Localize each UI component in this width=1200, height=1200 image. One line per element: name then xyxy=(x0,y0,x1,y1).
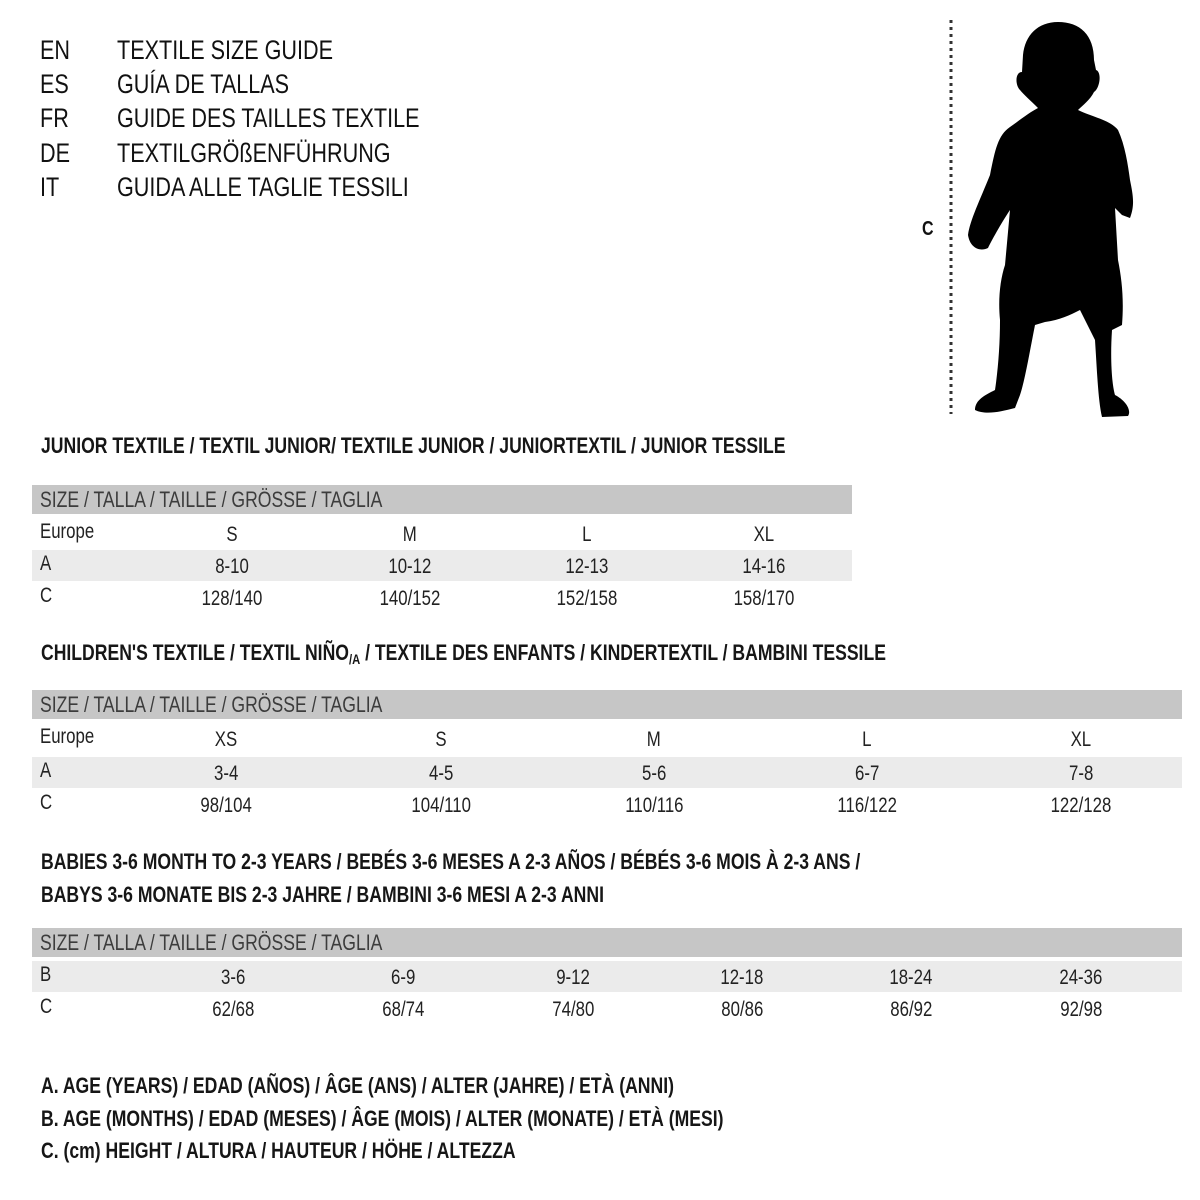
row-label: C xyxy=(40,791,53,814)
table-cell: XL xyxy=(1070,728,1092,751)
lang-code-fr: FR xyxy=(40,103,69,133)
table-cell: 104/110 xyxy=(411,794,471,817)
table-cell: S xyxy=(435,728,447,751)
table-cell: 5-6 xyxy=(641,762,667,785)
table-cell: L xyxy=(582,523,592,546)
table-cell: 3-6 xyxy=(220,966,246,989)
lang-code-en: EN xyxy=(40,35,71,65)
table-cell: 10-12 xyxy=(388,555,432,578)
junior-heading: JUNIOR TEXTILE / TEXTIL JUNIOR/ TEXTILE … xyxy=(41,433,786,458)
table-row: C 62/68 68/74 74/80 80/86 86/92 92/98 xyxy=(32,993,1182,1024)
row-label: C xyxy=(40,995,53,1018)
table-cell: 74/80 xyxy=(551,998,595,1021)
legend-b: B. AGE (MONTHS) / EDAD (MESES) / ÂGE (MO… xyxy=(41,1106,724,1131)
table-cell: 12-18 xyxy=(720,966,764,989)
table-cell: M xyxy=(647,728,661,751)
row-label: B xyxy=(40,963,52,986)
table-cell: 4-5 xyxy=(428,762,454,785)
table-cell: 6-9 xyxy=(390,966,416,989)
title-fr: GUIDE DES TAILLES TEXTILE xyxy=(117,103,420,133)
table-cell: XS xyxy=(214,728,238,751)
table-cell: 6-7 xyxy=(854,762,880,785)
table-row: Europe XS S M L XL xyxy=(32,723,1182,754)
table-row: A 8-10 10-12 12-13 14-16 xyxy=(32,550,852,581)
legend-c: C. (cm) HEIGHT / ALTURA / HAUTEUR / HÖHE… xyxy=(41,1138,516,1163)
child-silhouette-figure xyxy=(949,20,1134,417)
table-cell: 68/74 xyxy=(381,998,425,1021)
table-cell: 80/86 xyxy=(720,998,764,1021)
table-cell: 158/170 xyxy=(733,587,795,610)
table-row: C 128/140 140/152 152/158 158/170 xyxy=(32,582,852,613)
table-cell: M xyxy=(403,523,417,546)
table-cell: 128/140 xyxy=(201,587,263,610)
table-cell: 18-24 xyxy=(889,966,933,989)
children-heading: CHILDREN'S TEXTILE / TEXTIL NIÑO/A / TEX… xyxy=(41,640,886,667)
table-cell: 24-36 xyxy=(1059,966,1103,989)
legend-a: A. AGE (YEARS) / EDAD (AÑOS) / ÂGE (ANS)… xyxy=(41,1073,674,1098)
table-header-band: SIZE / TALLA / TAILLE / GRÖSSE / TAGLIA xyxy=(32,690,1182,719)
row-label: A xyxy=(40,552,52,575)
table-header-label: SIZE / TALLA / TAILLE / GRÖSSE / TAGLIA xyxy=(40,930,383,955)
table-cell: XL xyxy=(753,523,775,546)
table-header-label: SIZE / TALLA / TAILLE / GRÖSSE / TAGLIA xyxy=(40,487,383,512)
table-row: B 3-6 6-9 9-12 12-18 18-24 24-36 xyxy=(32,961,1182,992)
table-cell: 152/158 xyxy=(556,587,618,610)
table-header-label: SIZE / TALLA / TAILLE / GRÖSSE / TAGLIA xyxy=(40,692,383,717)
table-header-band: SIZE / TALLA / TAILLE / GRÖSSE / TAGLIA xyxy=(32,928,1182,957)
table-cell: 140/152 xyxy=(379,587,441,610)
table-cell: 86/92 xyxy=(889,998,933,1021)
table-cell: 110/116 xyxy=(624,794,684,817)
table-cell: 116/122 xyxy=(837,794,897,817)
table-cell: L xyxy=(862,728,872,751)
table-header-band: SIZE / TALLA / TAILLE / GRÖSSE / TAGLIA xyxy=(32,485,852,514)
row-label: Europe xyxy=(40,520,95,543)
table-cell: 9-12 xyxy=(556,966,590,989)
title-es: GUÍA DE TALLAS xyxy=(117,69,290,99)
table-cell: 7-8 xyxy=(1068,762,1094,785)
table-cell: 98/104 xyxy=(200,794,252,817)
table-cell: 92/98 xyxy=(1059,998,1103,1021)
height-label: C xyxy=(922,218,934,240)
table-cell: 8-10 xyxy=(215,555,249,578)
title-en: TEXTILE SIZE GUIDE xyxy=(117,35,334,65)
lang-code-it: IT xyxy=(40,172,60,202)
table-cell: 122/128 xyxy=(1050,794,1112,817)
table-row: A 3-4 4-5 5-6 6-7 7-8 xyxy=(32,757,1182,788)
table-cell: S xyxy=(226,523,238,546)
babies-heading-line2: BABYS 3-6 MONATE BIS 2-3 JAHRE / BAMBINI… xyxy=(41,882,604,907)
table-row: C 98/104 104/110 110/116 116/122 122/128 xyxy=(32,789,1182,820)
row-label: A xyxy=(40,759,52,782)
table-row: Europe S M L XL xyxy=(32,518,852,549)
title-it: GUIDA ALLE TAGLIE TESSILI xyxy=(117,172,409,202)
row-label: Europe xyxy=(40,725,95,748)
table-cell: 12-13 xyxy=(565,555,609,578)
babies-heading-line1: BABIES 3-6 MONTH TO 2-3 YEARS / BEBÉS 3-… xyxy=(41,849,861,874)
title-de: TEXTILGRÖßENFÜHRUNG xyxy=(117,138,391,168)
table-cell: 3-4 xyxy=(213,762,239,785)
table-cell: 62/68 xyxy=(211,998,255,1021)
lang-code-de: DE xyxy=(40,138,71,168)
row-label: C xyxy=(40,584,53,607)
child-silhouette-icon xyxy=(968,22,1134,417)
lang-code-es: ES xyxy=(40,69,69,99)
table-cell: 14-16 xyxy=(742,555,786,578)
